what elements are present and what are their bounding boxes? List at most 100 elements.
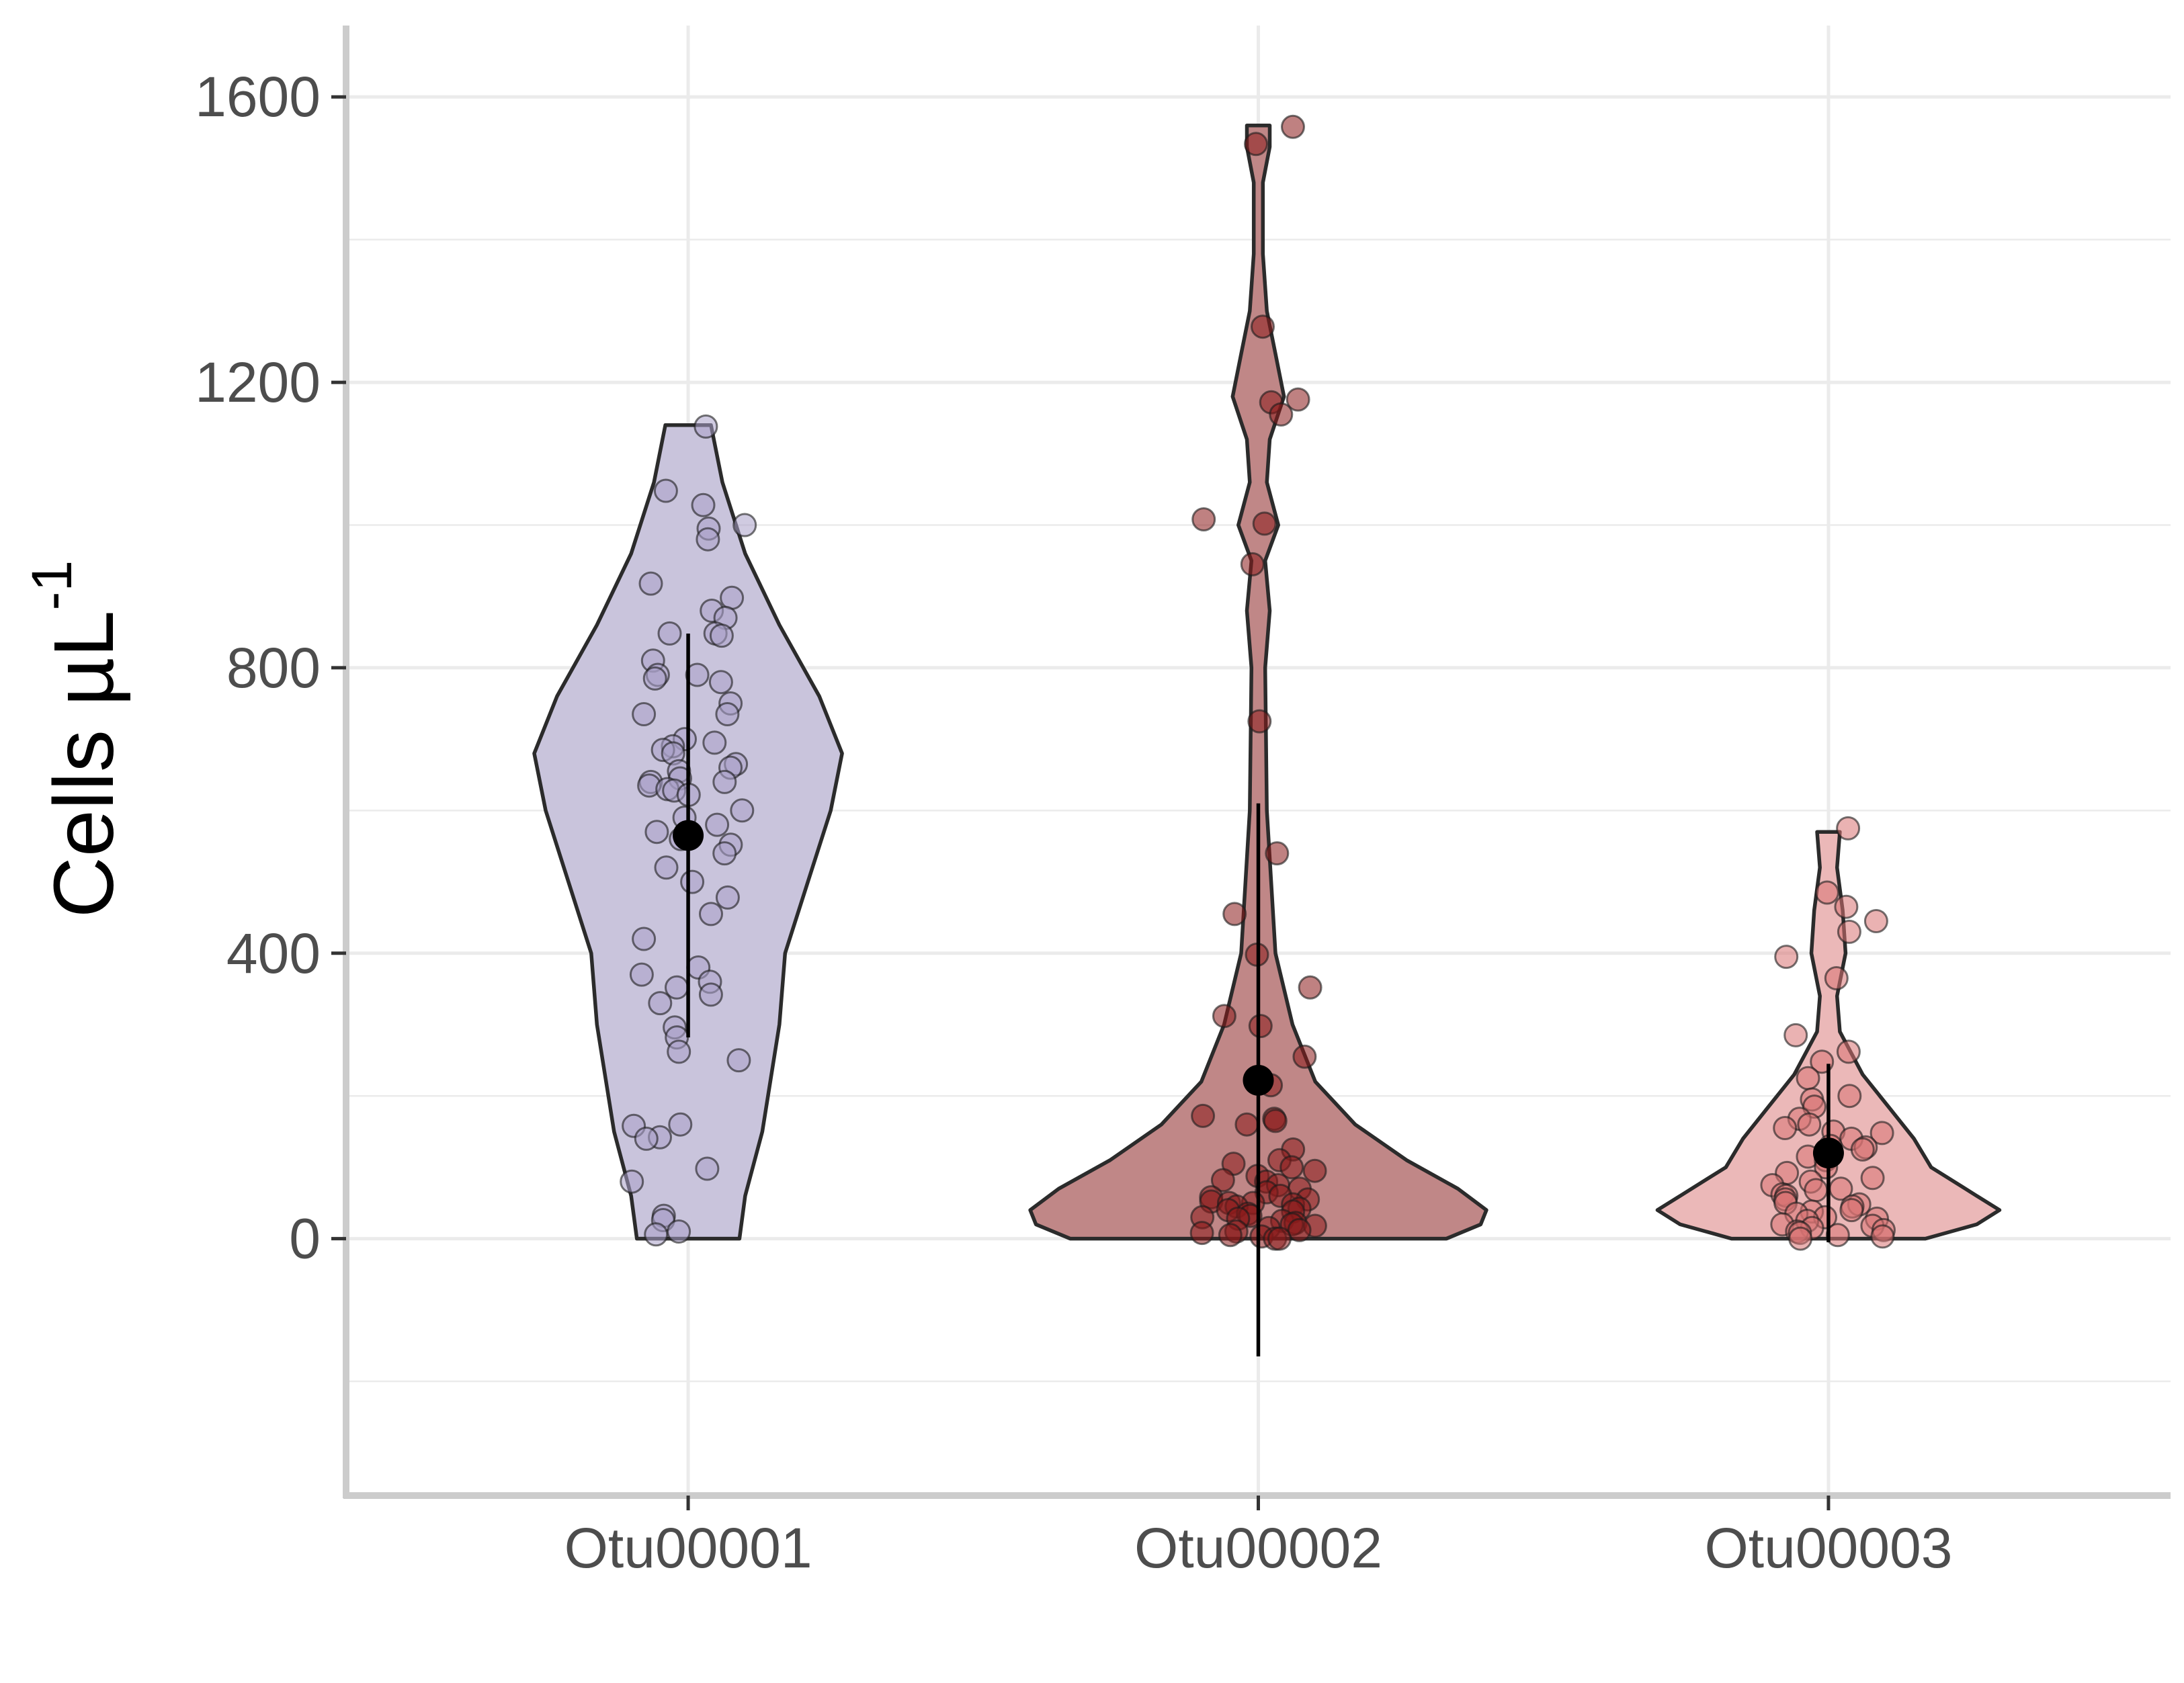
data-point	[632, 702, 657, 726]
data-point	[1240, 552, 1265, 576]
tick-labels: 0 400 800 1200 1600 Otu00001 Otu00002 Otu00003	[195, 65, 1952, 1580]
violin-otu00003	[1655, 830, 2002, 1241]
data-point	[1783, 1023, 1808, 1047]
y-tick-label: 1200	[195, 351, 321, 414]
data-point	[653, 478, 678, 503]
data-point	[657, 621, 682, 646]
data-point	[1834, 894, 1859, 919]
summary-mean-point	[673, 820, 704, 851]
data-point	[696, 527, 720, 552]
data-point	[1210, 1168, 1235, 1193]
data-point	[1251, 314, 1275, 339]
data-point	[1797, 1112, 1822, 1137]
data-point	[638, 571, 663, 596]
data-point	[712, 841, 737, 866]
data-point	[1836, 1039, 1861, 1064]
data-point	[1860, 1166, 1885, 1191]
data-point	[712, 769, 737, 794]
data-point	[1244, 132, 1268, 157]
data-point	[705, 812, 730, 837]
data-point	[1796, 1066, 1820, 1090]
data-point	[730, 798, 755, 823]
y-axis-title: Cells µL-1	[20, 560, 131, 918]
data-point	[715, 702, 740, 726]
data-point	[1191, 1103, 1216, 1128]
data-point	[620, 1169, 644, 1194]
data-point	[1836, 816, 1861, 840]
data-point	[1287, 1217, 1312, 1242]
data-point	[732, 513, 757, 537]
y-tick-label: 800	[226, 636, 321, 699]
data-point	[702, 730, 727, 755]
data-point	[709, 623, 734, 648]
data-point	[1265, 841, 1290, 866]
data-point	[1837, 919, 1861, 944]
summary-mean-point	[1243, 1064, 1274, 1096]
summary-mean-point	[1812, 1137, 1844, 1169]
data-point	[699, 902, 723, 926]
data-point	[1863, 909, 1888, 933]
data-point	[654, 855, 679, 880]
data-point	[694, 414, 718, 439]
jitter-points	[620, 114, 1896, 1251]
y-tick-label: 400	[226, 922, 321, 985]
data-point	[1302, 1158, 1327, 1183]
data-point	[1804, 1178, 1829, 1203]
x-tick-label: Otu00003	[1704, 1516, 1952, 1580]
data-point	[1281, 114, 1305, 139]
summary-markers	[673, 633, 1844, 1356]
data-point	[642, 666, 667, 691]
data-point	[1218, 1223, 1243, 1248]
y-axis-title-superscript: -1	[20, 560, 83, 611]
data-point	[1814, 880, 1839, 905]
data-point	[632, 926, 657, 951]
data-point	[1222, 902, 1247, 926]
data-point	[1263, 1109, 1288, 1133]
data-point	[1774, 945, 1799, 969]
data-point	[1234, 1112, 1259, 1137]
data-point	[1212, 1004, 1236, 1029]
data-point	[648, 991, 673, 1016]
data-point	[1252, 511, 1277, 536]
data-point	[629, 962, 654, 987]
data-point	[1248, 1014, 1273, 1039]
data-point	[698, 982, 723, 1007]
data-point	[715, 885, 740, 910]
data-point	[1269, 402, 1294, 427]
data-point	[1267, 1226, 1292, 1251]
data-point	[708, 670, 733, 695]
data-point	[1850, 1137, 1875, 1162]
y-tick-label: 0	[289, 1207, 321, 1270]
data-point	[634, 1126, 659, 1151]
data-point	[1773, 1116, 1798, 1140]
x-tick-label: Otu00002	[1134, 1516, 1382, 1580]
data-point	[1292, 1044, 1317, 1069]
data-point	[1247, 709, 1272, 734]
data-point	[1870, 1121, 1894, 1146]
data-point	[644, 820, 669, 845]
data-point	[1824, 966, 1849, 990]
data-point	[726, 1048, 751, 1073]
data-point	[1191, 507, 1216, 531]
data-point	[667, 1219, 691, 1244]
data-point	[667, 1039, 691, 1064]
data-point	[1837, 1084, 1862, 1109]
data-point	[720, 585, 745, 610]
data-point	[1839, 1198, 1864, 1223]
y-tick-label: 1600	[195, 65, 321, 128]
x-tick-label: Otu00001	[564, 1516, 812, 1580]
violin-otu00002	[1028, 123, 1488, 1241]
data-point	[1279, 1155, 1304, 1180]
data-point	[685, 662, 710, 687]
data-point	[691, 492, 716, 517]
data-point	[680, 869, 705, 894]
data-point	[1189, 1221, 1214, 1246]
data-point	[1298, 975, 1322, 1000]
data-point	[1788, 1226, 1813, 1251]
data-point	[1870, 1224, 1895, 1249]
data-point	[644, 1222, 669, 1247]
data-point	[668, 1112, 693, 1137]
data-point	[695, 1156, 720, 1181]
